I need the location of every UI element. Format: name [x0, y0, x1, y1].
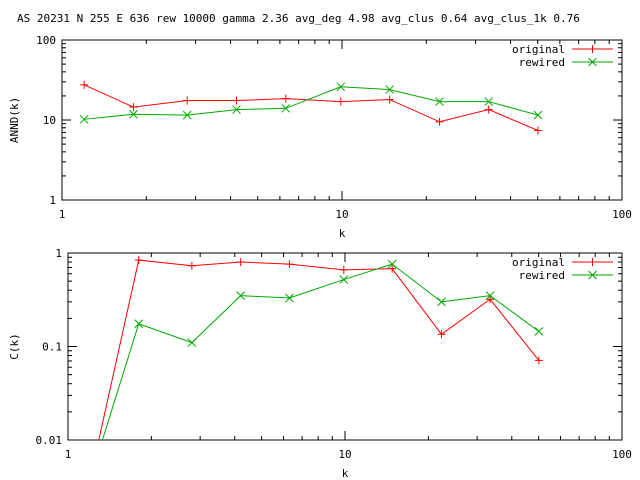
data-point — [281, 103, 291, 113]
y-axis-label: C(k) — [8, 333, 21, 360]
data-point — [385, 95, 394, 104]
data-point — [437, 330, 446, 339]
data-point — [435, 97, 444, 106]
x-tick-label: 10 — [338, 448, 351, 461]
legend-swatch — [572, 258, 613, 266]
data-point — [388, 264, 397, 273]
data-point — [134, 319, 144, 329]
data-point — [285, 293, 294, 303]
data-point — [533, 126, 542, 135]
y-axis-label: ANND(k) — [8, 97, 21, 143]
x-tick-label: 100 — [612, 448, 632, 461]
data-point — [385, 85, 395, 94]
legend-swatch — [572, 57, 613, 67]
data-point — [486, 295, 495, 304]
data-point — [183, 96, 192, 105]
y-tick-label: 10 — [43, 114, 56, 127]
data-point — [534, 327, 544, 336]
x-axis-label: k — [339, 227, 346, 240]
data-point — [134, 256, 143, 265]
data-point — [533, 110, 543, 120]
legend-swatch — [572, 45, 613, 53]
data-point — [232, 105, 241, 114]
data-point — [339, 275, 349, 284]
data-point — [187, 338, 197, 347]
series-line — [84, 86, 539, 120]
legend-label: rewired — [519, 56, 565, 69]
legend-label: rewired — [519, 269, 565, 282]
data-point — [182, 110, 192, 120]
legend-label: original — [512, 256, 565, 269]
legend-label: original — [512, 43, 565, 56]
series-rewired — [101, 259, 544, 440]
series-original — [80, 80, 542, 135]
data-point — [435, 117, 444, 126]
y-tick-label: 100 — [36, 34, 56, 47]
data-point — [285, 260, 294, 269]
data-point — [236, 291, 245, 300]
series-line — [83, 84, 539, 131]
data-point — [187, 261, 196, 270]
data-point — [336, 82, 346, 92]
series-rewired — [79, 82, 543, 124]
data-point — [336, 97, 345, 106]
data-point — [534, 356, 543, 365]
x-tick-label: 10 — [335, 208, 348, 221]
y-tick-label: 1 — [55, 247, 62, 260]
data-point — [484, 105, 493, 114]
data-point — [232, 96, 241, 105]
data-point — [387, 259, 397, 269]
series-original — [98, 256, 543, 440]
legend-swatch — [572, 270, 613, 280]
data-point — [485, 291, 495, 300]
x-tick-label: 1 — [59, 208, 66, 221]
chart-title: AS 20231 N 255 E 636 rew 10000 gamma 2.3… — [17, 12, 580, 25]
data-point — [339, 265, 348, 274]
x-tick-label: 1 — [65, 448, 72, 461]
series-line — [101, 263, 540, 440]
y-tick-label: 1 — [49, 194, 56, 207]
series-line — [98, 259, 540, 440]
y-tick-label: 0.1 — [42, 341, 62, 354]
x-axis-label: k — [342, 467, 349, 480]
data-point — [484, 97, 494, 106]
data-point — [79, 114, 89, 124]
data-point — [236, 258, 245, 267]
data-point — [129, 103, 138, 112]
data-point — [437, 297, 446, 307]
x-tick-label: 100 — [612, 208, 632, 221]
data-point — [129, 109, 138, 119]
y-tick-label: 0.01 — [36, 434, 63, 447]
data-point — [80, 80, 89, 89]
data-point — [281, 94, 290, 103]
